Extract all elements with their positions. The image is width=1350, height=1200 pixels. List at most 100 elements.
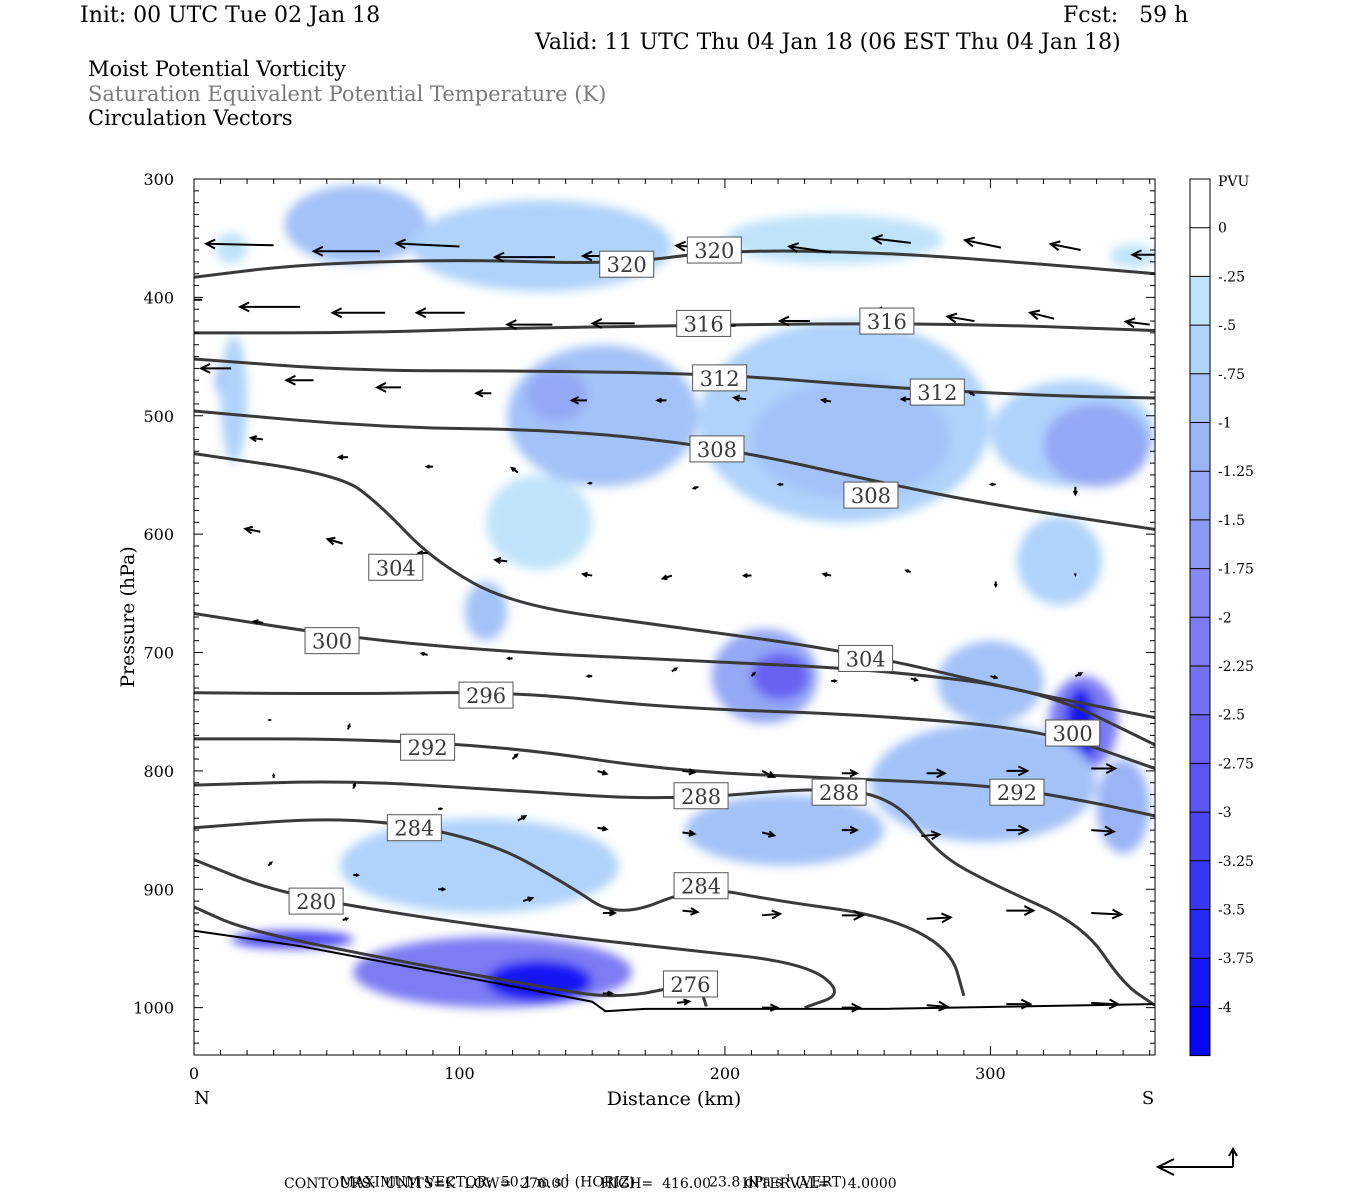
- vector-arrow-2: [311, 245, 380, 257]
- contour-label-box-0: [599, 250, 655, 278]
- vector-arrow-4: [492, 251, 556, 263]
- colorbar-label-2: -.5: [1218, 318, 1236, 334]
- reference-vector-icon: [1155, 1146, 1238, 1176]
- y-tick-label-500: 500: [143, 407, 174, 426]
- vector-arrow-103: [841, 1002, 862, 1013]
- vector-arrow-17: [590, 318, 635, 329]
- vector-arrow-1: [203, 238, 274, 250]
- contour-label-box-4: [692, 364, 748, 392]
- vector-arrow-34: [248, 434, 264, 443]
- vector-arrow-33: [968, 391, 976, 397]
- contours-info: CONTOURS: UNITS=K LOW= 276.00 HIGH= 416.…: [284, 1176, 897, 1192]
- colorbar-cell-16: [1190, 958, 1210, 1007]
- axes: 0 100 200 300 300 400 500 600 700 800 900 1000: [133, 170, 1155, 1083]
- vector-arrow-8: [871, 234, 911, 245]
- vector-arrow-90: [438, 887, 447, 892]
- theta-contour-296: [194, 691, 1155, 770]
- vector-arrow-16: [505, 319, 553, 330]
- vector-arrow-76: [1091, 763, 1118, 774]
- contour-label-box-7: [843, 481, 899, 509]
- vector-arrow-48: [580, 571, 593, 578]
- vector-arrow-79: [438, 807, 444, 811]
- vector-arrow-47: [493, 556, 508, 565]
- y-tick-label-800: 800: [143, 762, 174, 781]
- colorbar-label-13: -3.25: [1218, 854, 1254, 870]
- vector-arrow-23: [1123, 317, 1150, 329]
- vector-arrow-85: [921, 830, 942, 841]
- theta-contour-276: [194, 905, 708, 1007]
- vector-arrow-62: [831, 679, 838, 683]
- colorbar-cell-5: [1190, 422, 1210, 472]
- contour-label-box-20: [662, 970, 718, 998]
- init-time: Init: 00 UTC Tue 02 Jan 18: [80, 3, 381, 28]
- vector-arrow-11: [1130, 249, 1155, 261]
- vector-arrow-55: [251, 619, 264, 625]
- colorbar-cell-15: [1190, 909, 1210, 959]
- contour-label-10: 300: [312, 630, 352, 654]
- horiz-unit-exponent: -1: [561, 1174, 571, 1184]
- pv-region-24: [340, 818, 619, 913]
- vector-arrow-25: [284, 374, 314, 386]
- theta-contour-280: [194, 858, 836, 1010]
- valid-time: Valid: 11 UTC Thu 04 Jan 18 (06 EST Thu …: [535, 30, 1121, 55]
- vector-arrow-36: [424, 464, 433, 469]
- vector-arrow-27: [474, 388, 492, 398]
- y-axis-label: Pressure (hPa): [117, 546, 139, 688]
- vector-arrow-101: [677, 998, 692, 1006]
- colorbar-label-1: -.25: [1218, 269, 1245, 285]
- colorbar-label-16: -4: [1218, 1000, 1232, 1016]
- vector-arrow-63: [910, 677, 919, 682]
- contour-label-box-2: [676, 309, 732, 337]
- vector-arrow-53: [993, 581, 998, 589]
- vector-arrow-91: [522, 896, 535, 903]
- contour-label-box-16: [811, 778, 867, 806]
- contour-label-box-5: [909, 378, 965, 406]
- contour-label-18: 284: [681, 875, 721, 899]
- vector-arrow-19: [777, 315, 810, 327]
- field-name-vectors: Circulation Vectors: [88, 106, 293, 130]
- contour-label-14: 292: [997, 781, 1037, 805]
- pv-region-7: [507, 344, 699, 487]
- vector-arrow-105: [1006, 998, 1033, 1010]
- vector-arrow-7: [786, 242, 832, 254]
- vector-arrow-96: [926, 912, 953, 924]
- colorbar-cell-1: [1190, 227, 1210, 277]
- vector-arrow-42: [988, 482, 996, 487]
- vector-arrow-70: [597, 769, 609, 776]
- vector-arrow-10: [1048, 240, 1081, 252]
- colorbar: PVU 0 -.25 -.5 -.75 -1 -1.25 -1.5 -1.75 -2 -2.25 -2…: [1189, 174, 1254, 1057]
- vector-arrow-13: [237, 301, 301, 313]
- pv-region-9: [486, 474, 593, 570]
- contour-label-11: 300: [1053, 722, 1093, 746]
- forecast-hour: Fcst: 59 h: [1063, 3, 1189, 28]
- vector-arrow-51: [821, 572, 832, 578]
- vector-arrow-40: [776, 482, 784, 487]
- contour-label-1: 320: [694, 239, 734, 263]
- colorbar-cell-7: [1190, 519, 1210, 569]
- vector-arrow-100: [602, 990, 615, 997]
- vector-arrow-57: [419, 651, 428, 657]
- max-vector-line: MAXIMUM VECTOR: 50.1 m s-1 (HORIZ) 23.8 d…: [340, 1158, 847, 1191]
- vector-arrow-102: [762, 1003, 780, 1012]
- pv-region-11: [751, 380, 951, 499]
- contour-label-6: 308: [697, 438, 737, 462]
- colorbar-label-5: -1.25: [1218, 464, 1254, 480]
- contour-label-box-13: [400, 733, 456, 761]
- vector-arrow-50: [741, 572, 752, 579]
- contour-label-4: 312: [700, 367, 740, 391]
- y-tick-label-700: 700: [143, 644, 174, 663]
- contour-label-9: 304: [846, 647, 886, 671]
- colorbar-cell-14: [1190, 860, 1210, 910]
- vector-arrow-84: [841, 825, 859, 835]
- vector-arrow-37: [510, 466, 519, 474]
- vector-arrow-89: [353, 873, 361, 877]
- vector-arrow-49: [660, 574, 673, 581]
- colorbar-label-0: 0: [1218, 221, 1227, 237]
- contour-label-19: 280: [296, 890, 336, 914]
- vector-arrow-66: [268, 718, 273, 722]
- vector-arrow-73: [841, 768, 859, 778]
- x-tick-label-100: 100: [444, 1064, 475, 1083]
- contour-label-13: 292: [408, 736, 448, 760]
- vector-arrow-32: [899, 396, 911, 403]
